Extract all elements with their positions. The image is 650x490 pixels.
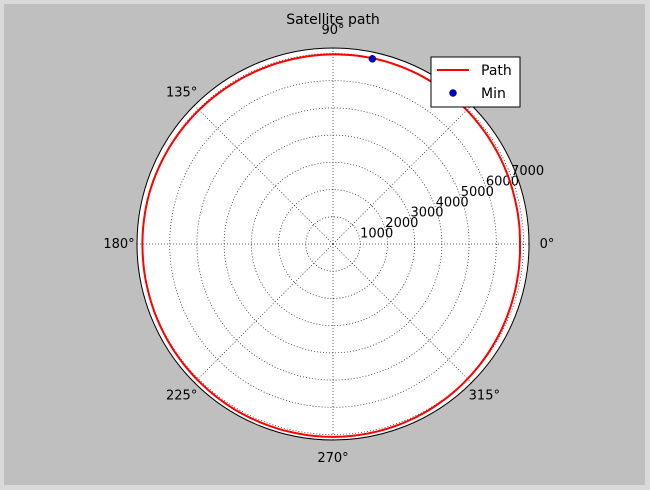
r-tick-label: 5000 [461,185,494,200]
legend-box [430,56,521,108]
theta-tick-label: 90° [321,23,344,38]
theta-tick-label: 270° [317,451,348,466]
series-path-line [141,53,521,438]
legend-label: Min [481,86,506,102]
r-tick-label: 3000 [410,206,443,221]
polar-chart: Satellite path 0°45°90°135°180°225°270°3… [103,12,555,466]
r-gridline [169,80,497,408]
polar-frame [136,47,530,441]
chart-title: Satellite path [286,12,380,28]
r-tick-label: 4000 [436,195,469,210]
r-tick-label: 7000 [511,164,544,179]
figure-canvas: Satellite path 0°45°90°135°180°225°270°3… [4,4,645,485]
theta-tick-label: 180° [103,237,134,252]
theta-tick-label: 225° [166,388,197,403]
r-gridline [196,107,470,381]
legend: Path Min [430,56,521,108]
theta-tick-label: 0° [540,237,555,252]
legend-swatch-marker [449,89,457,97]
r-tick-label: 2000 [385,216,418,231]
theta-tick-label: 315° [469,388,500,403]
series-min-marker [368,55,377,63]
legend-label: Path [481,63,512,79]
theta-tick-label: 135° [166,86,197,101]
r-tick-label: 1000 [360,227,393,242]
